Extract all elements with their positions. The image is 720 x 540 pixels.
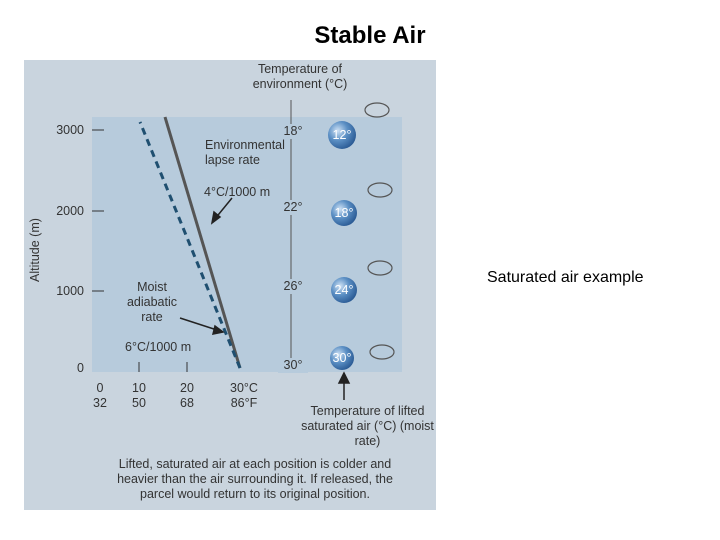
tick-marks <box>92 129 188 372</box>
cloud-icons <box>364 102 395 360</box>
environment-temp: 30° <box>278 358 308 373</box>
celsius-tick: 10 <box>132 381 146 395</box>
fahrenheit-tick: 50 <box>132 396 146 410</box>
moist-rate: 6°C/1000 m <box>125 340 192 354</box>
environmental-lapse-line <box>163 116 242 369</box>
parcel-temp: 18° <box>334 206 354 220</box>
parcel <box>330 346 354 370</box>
parcel-temp: 12° <box>332 128 352 142</box>
altitude-tick: 0 <box>77 361 84 375</box>
environment-temp: 18° <box>278 124 308 139</box>
moist-label: Moist adiabatic rate <box>126 280 178 324</box>
parcel-temp: 24° <box>334 283 354 297</box>
parcel <box>331 277 357 303</box>
altitude-tick: 2000 <box>56 204 84 218</box>
parcel-header: Temperature of lifted saturated air (°C)… <box>301 404 434 448</box>
arrows <box>179 197 351 400</box>
fahrenheit-tick: 86°F <box>230 396 258 410</box>
altitude-tick: 3000 <box>56 123 84 137</box>
altitude-tick: 1000 <box>56 284 84 298</box>
slide-title: Stable Air <box>314 22 426 49</box>
celsius-tick: 0 <box>96 381 104 395</box>
celsius-tick: 20 <box>180 381 194 395</box>
fahrenheit-tick: 32 <box>93 396 107 410</box>
parcel <box>328 121 356 149</box>
parcel-temp: 30° <box>332 351 352 365</box>
caption: Saturated air example <box>487 269 644 286</box>
fahrenheit-tick: 68 <box>180 396 194 410</box>
moist-adiabatic-line <box>138 121 242 369</box>
plot-area <box>92 117 402 372</box>
environment-temp: 22° <box>278 200 308 215</box>
figure-description: Lifted, saturated air at each position i… <box>117 457 393 501</box>
environment-header: Temperature of environment (°C) <box>252 62 348 91</box>
parcel <box>331 200 357 226</box>
environmental-label: Environmental lapse rate <box>205 138 285 167</box>
celsius-tick: 30°C <box>230 381 258 395</box>
environmental-rate: 4°C/1000 m <box>204 185 271 199</box>
parcels <box>328 121 357 370</box>
environment-temp: 26° <box>278 279 308 294</box>
